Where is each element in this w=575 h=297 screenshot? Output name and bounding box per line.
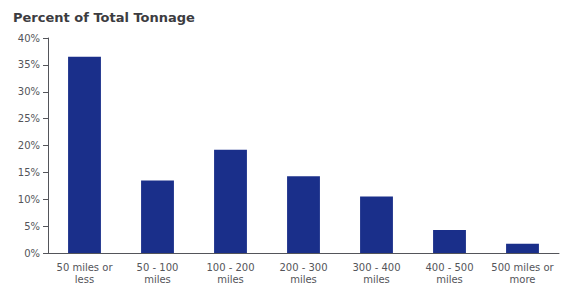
svg-text:15%: 15% <box>18 167 40 178</box>
svg-text:300 - 400: 300 - 400 <box>352 262 400 273</box>
svg-text:400 - 500: 400 - 500 <box>425 262 473 273</box>
svg-text:miles: miles <box>363 274 390 285</box>
svg-text:miles: miles <box>144 274 171 285</box>
svg-text:5%: 5% <box>24 221 40 232</box>
svg-text:10%: 10% <box>18 194 40 205</box>
svg-text:200 - 300: 200 - 300 <box>279 262 327 273</box>
svg-text:30%: 30% <box>18 86 40 97</box>
svg-text:40%: 40% <box>18 33 40 44</box>
svg-text:35%: 35% <box>18 59 40 70</box>
svg-text:Percent of Total Tonnage: Percent of Total Tonnage <box>13 10 195 25</box>
svg-text:500 miles or: 500 miles or <box>491 262 554 273</box>
svg-text:100 - 200: 100 - 200 <box>206 262 254 273</box>
svg-text:20%: 20% <box>18 140 40 151</box>
svg-text:more: more <box>510 274 536 285</box>
svg-text:25%: 25% <box>18 113 40 124</box>
svg-text:less: less <box>75 274 94 285</box>
svg-text:miles: miles <box>217 274 244 285</box>
svg-text:0%: 0% <box>24 248 40 259</box>
svg-text:50 - 100: 50 - 100 <box>137 262 179 273</box>
svg-text:miles: miles <box>436 274 463 285</box>
svg-text:miles: miles <box>290 274 317 285</box>
svg-text:50 miles or: 50 miles or <box>57 262 114 273</box>
